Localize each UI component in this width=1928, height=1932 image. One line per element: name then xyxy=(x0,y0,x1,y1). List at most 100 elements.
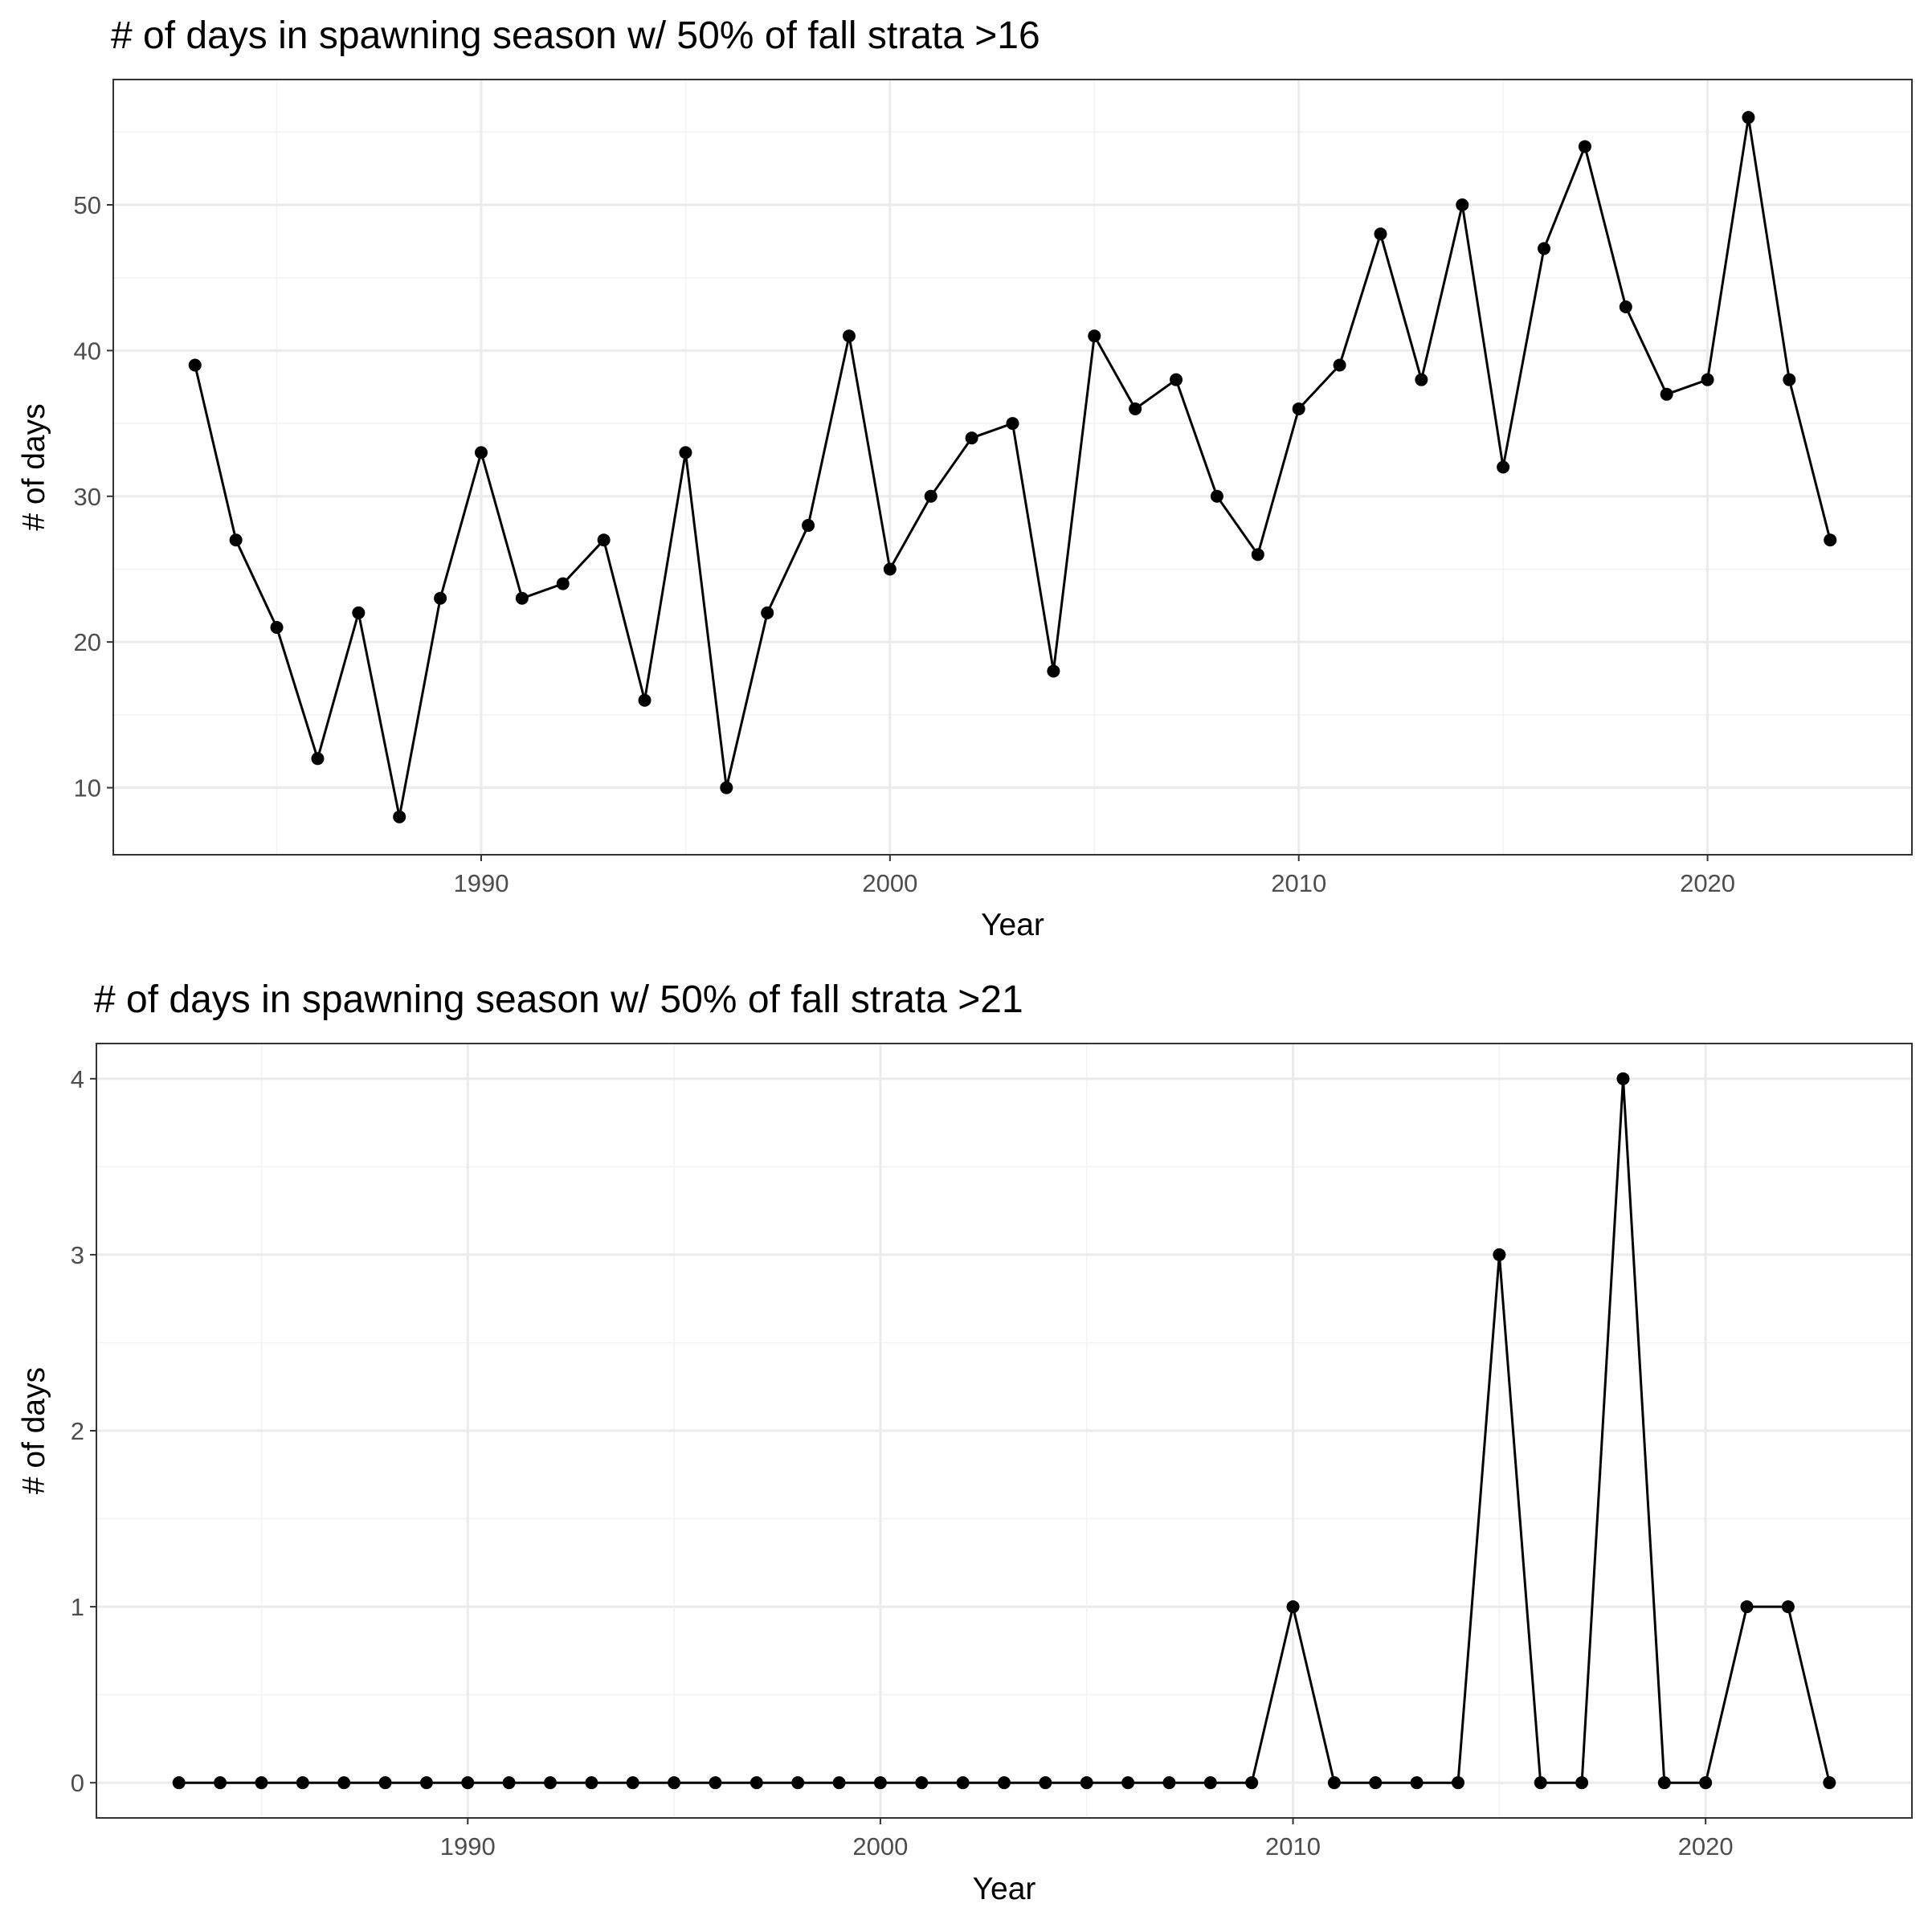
data-point-2007 xyxy=(1162,1776,1176,1790)
y-tick-label: 0 xyxy=(71,1769,84,1797)
x-tick-label: 2000 xyxy=(852,1832,908,1861)
data-point-2003 xyxy=(998,1776,1011,1790)
data-point-1989 xyxy=(434,591,447,605)
x-tick-label: 1990 xyxy=(453,869,509,897)
data-point-1984 xyxy=(229,533,243,547)
data-point-2010 xyxy=(1292,402,1305,415)
data-point-1991 xyxy=(515,591,529,605)
data-point-1999 xyxy=(832,1776,846,1790)
data-point-2009 xyxy=(1245,1776,1259,1790)
data-point-2010 xyxy=(1286,1600,1300,1614)
data-point-2004 xyxy=(1039,1776,1052,1790)
data-point-1987 xyxy=(337,1776,351,1790)
data-point-1990 xyxy=(474,446,488,460)
data-point-2015 xyxy=(1493,1248,1506,1261)
data-point-2012 xyxy=(1374,227,1387,241)
data-point-2023 xyxy=(1823,1776,1836,1790)
series-line xyxy=(194,116,1832,819)
data-point-1995 xyxy=(679,446,692,460)
data-point-1998 xyxy=(802,519,815,533)
data-point-2000 xyxy=(883,562,897,576)
data-point-2013 xyxy=(1410,1776,1424,1790)
data-point-2012 xyxy=(1369,1776,1383,1790)
data-point-2006 xyxy=(1121,1776,1135,1790)
chart-days-above-21: 1990 2000 2010 2020 0 1 2 3 4 # of days in spawni… xyxy=(0,964,1928,1928)
data-point-2014 xyxy=(1456,198,1469,211)
data-point-2013 xyxy=(1415,373,1428,386)
data-point-1985 xyxy=(270,621,284,635)
data-point-1990 xyxy=(461,1776,475,1790)
data-point-1988 xyxy=(378,1776,392,1790)
data-point-2007 xyxy=(1170,373,1183,386)
y-axis-label: # of days xyxy=(17,403,51,530)
data-point-1988 xyxy=(393,810,406,823)
chart-svg-bottom: 1990 2000 2010 2020 0 1 2 3 4 # of days in spawni… xyxy=(17,978,1913,1906)
panel-border xyxy=(112,79,1913,856)
x-tick-label: 2020 xyxy=(1680,869,1735,897)
data-point-2021 xyxy=(1742,111,1755,125)
data-point-1992 xyxy=(544,1776,557,1790)
y-tick-label: 2 xyxy=(71,1417,84,1445)
data-point-2023 xyxy=(1824,533,1837,547)
data-point-1986 xyxy=(296,1776,309,1790)
data-point-2017 xyxy=(1575,1776,1589,1790)
data-point-2022 xyxy=(1783,373,1796,386)
data-point-2019 xyxy=(1660,387,1673,401)
data-point-2020 xyxy=(1701,373,1714,386)
data-point-1997 xyxy=(750,1776,763,1790)
data-point-2017 xyxy=(1578,140,1591,153)
data-point-1993 xyxy=(597,533,611,547)
y-tick-label: 30 xyxy=(74,483,101,511)
data-point-1983 xyxy=(188,358,202,372)
data-point-1999 xyxy=(842,329,856,343)
data-point-2003 xyxy=(1006,417,1019,431)
y-tick-label: 4 xyxy=(71,1065,84,1093)
data-point-2018 xyxy=(1616,1072,1630,1085)
data-point-1984 xyxy=(214,1776,227,1790)
data-point-2001 xyxy=(924,489,937,503)
x-axis-label: Year xyxy=(981,908,1044,942)
data-point-2006 xyxy=(1129,402,1142,415)
y-axis-label: # of days xyxy=(17,1367,51,1494)
data-point-2004 xyxy=(1047,664,1060,678)
data-point-1996 xyxy=(720,781,733,794)
y-tick-label: 3 xyxy=(71,1241,84,1269)
chart-days-above-16: 1990 2000 2010 2020 10 20 30 40 50 # of days in s… xyxy=(0,0,1928,964)
y-tick-label: 1 xyxy=(71,1593,84,1621)
data-point-1993 xyxy=(585,1776,598,1790)
x-tick-label: 2020 xyxy=(1678,1832,1734,1861)
data-point-1986 xyxy=(311,752,325,766)
data-point-2008 xyxy=(1210,489,1223,503)
x-tick-label: 1990 xyxy=(440,1832,496,1861)
data-point-2002 xyxy=(965,431,978,445)
data-point-2019 xyxy=(1657,1776,1671,1790)
y-tick-label: 40 xyxy=(74,337,101,365)
data-point-2016 xyxy=(1534,1776,1547,1790)
data-point-1995 xyxy=(668,1776,681,1790)
x-tick-label: 2000 xyxy=(862,869,917,897)
data-point-2008 xyxy=(1203,1776,1217,1790)
data-point-1989 xyxy=(419,1776,433,1790)
chart-title: # of days in spawning season w/ 50% of f… xyxy=(94,978,1023,1021)
data-point-2011 xyxy=(1327,1776,1341,1790)
data-point-1987 xyxy=(352,606,366,619)
y-tick-label: 50 xyxy=(74,191,101,219)
data-point-1998 xyxy=(791,1776,805,1790)
chart-title: # of days in spawning season w/ 50% of f… xyxy=(111,14,1040,57)
data-point-1994 xyxy=(638,693,652,707)
data-point-2009 xyxy=(1251,548,1264,562)
data-point-2005 xyxy=(1088,329,1101,343)
data-point-2011 xyxy=(1333,358,1346,372)
data-point-2000 xyxy=(873,1776,887,1790)
data-point-1985 xyxy=(255,1776,268,1790)
y-tick-label: 20 xyxy=(74,628,101,656)
data-point-1992 xyxy=(556,577,570,590)
data-point-1996 xyxy=(709,1776,722,1790)
data-point-2005 xyxy=(1080,1776,1093,1790)
data-point-1997 xyxy=(761,606,774,619)
x-axis-label: Year xyxy=(973,1872,1036,1906)
data-point-2002 xyxy=(956,1776,970,1790)
x-tick-label: 2010 xyxy=(1265,1832,1321,1861)
x-tick-label: 2010 xyxy=(1271,869,1326,897)
data-point-2014 xyxy=(1452,1776,1464,1790)
